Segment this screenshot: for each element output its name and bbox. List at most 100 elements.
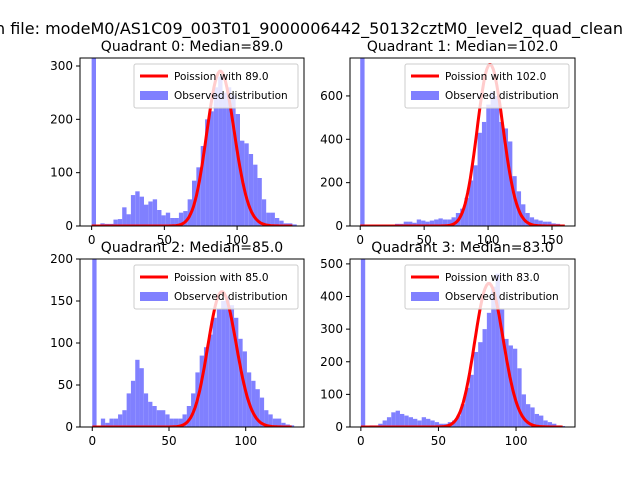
y-tick-label: 50 xyxy=(58,378,73,392)
plot-area xyxy=(91,58,297,226)
histogram-bar xyxy=(521,394,526,427)
histogram-bar xyxy=(186,406,192,427)
histogram-bar xyxy=(266,212,271,226)
histogram-bar xyxy=(165,414,170,427)
histogram-bar xyxy=(213,87,219,226)
histogram-bar xyxy=(490,91,495,226)
histogram-bar xyxy=(152,406,157,427)
histogram-bar xyxy=(447,219,452,226)
histogram-bar xyxy=(530,407,535,427)
histogram-bar xyxy=(135,359,140,427)
histogram-bar xyxy=(251,380,256,427)
y-tick-label: 600 xyxy=(320,89,343,103)
histogram-bar xyxy=(408,221,413,226)
histogram-bar xyxy=(382,420,387,427)
histogram-bar xyxy=(521,204,526,226)
y-tick-label: 400 xyxy=(320,132,343,146)
panel-quadrant-3: Quadrant 3: Median=83.0 0 50 100 0 100 200 300… xyxy=(320,240,576,448)
histogram-bar xyxy=(429,220,435,226)
histogram-bar xyxy=(218,76,223,226)
histogram-bar xyxy=(499,309,505,427)
legend-label-observed: Observed distribution xyxy=(445,90,559,102)
legend-label-observed: Observed distribution xyxy=(174,291,288,303)
histogram-bar xyxy=(92,259,97,427)
histogram-bar xyxy=(122,207,127,226)
histogram-bar xyxy=(292,224,297,226)
plot-area xyxy=(92,259,295,427)
histogram-bar xyxy=(403,221,409,226)
histogram-bar xyxy=(416,219,422,226)
histogram-bar xyxy=(547,422,553,427)
panel-quadrant-2: Quadrant 2: Median=85.0 0 50 100 0 50 100 150 2… xyxy=(50,240,305,448)
legend-label-poisson: Poission with 85.0 xyxy=(174,272,269,284)
histogram-bar xyxy=(495,273,500,427)
histogram-bar xyxy=(231,95,236,226)
histogram-bar xyxy=(539,415,544,427)
histogram-bar xyxy=(534,413,539,427)
histogram-bar xyxy=(157,210,162,226)
histogram-bar xyxy=(178,212,184,226)
y-tick-label: 200 xyxy=(320,355,343,369)
histogram-bar xyxy=(421,220,426,226)
histogram-bar xyxy=(126,214,131,226)
histogram-bar xyxy=(529,217,535,226)
legend: Poission with 89.0 Observed distribution xyxy=(133,63,299,109)
histogram-bar xyxy=(196,167,201,226)
histogram-bar xyxy=(105,422,110,427)
histogram-bar xyxy=(469,374,474,427)
y-tick-label: 100 xyxy=(320,387,343,401)
x-tick-label: 100 xyxy=(505,434,528,448)
histogram-bar xyxy=(542,221,548,226)
histogram-bar xyxy=(91,58,96,226)
legend: Poission with 85.0 Observed distribution xyxy=(133,264,299,310)
x-tick-label: 50 xyxy=(431,434,446,448)
histogram-bar xyxy=(360,58,365,226)
y-tick-label: 200 xyxy=(50,252,73,266)
histogram-bar xyxy=(281,422,286,427)
histogram-bar xyxy=(126,393,131,427)
histogram-bar xyxy=(259,397,265,427)
histogram-bar xyxy=(395,410,400,427)
histogram-bar xyxy=(408,417,413,427)
histogram-bar xyxy=(468,180,474,226)
histogram-bar xyxy=(272,418,277,427)
y-tick-label: 500 xyxy=(320,257,343,271)
histogram-bar xyxy=(270,212,275,226)
histogram-bar xyxy=(473,351,479,427)
histogram-bar xyxy=(261,199,267,226)
histogram-bar xyxy=(222,92,227,226)
histogram-bar xyxy=(169,418,174,427)
histogram-bar xyxy=(122,410,127,427)
histogram-bar xyxy=(386,417,392,427)
histogram-bar xyxy=(208,334,213,427)
x-tick-label: 100 xyxy=(234,434,257,448)
histogram-bar xyxy=(161,410,166,427)
histogram-bar xyxy=(152,199,158,226)
x-tick-label: 100 xyxy=(226,233,249,247)
histogram-bar xyxy=(378,423,383,427)
histogram-bar xyxy=(534,219,539,226)
histogram-bar xyxy=(268,414,273,427)
histogram-bar xyxy=(255,389,260,427)
histogram-bar xyxy=(499,121,504,226)
legend-box xyxy=(404,264,570,310)
histogram-bar xyxy=(130,195,136,226)
y-tick-label: 400 xyxy=(320,290,343,304)
legend-bar-swatch xyxy=(140,292,168,301)
histogram-bar xyxy=(478,342,483,427)
histogram-bar xyxy=(161,215,166,226)
histogram-bar xyxy=(547,221,552,226)
panel-title: Quadrant 1: Median=102.0 xyxy=(367,39,558,55)
histogram-bar xyxy=(279,220,284,226)
figure-suptitle: n file: modeM0/AS1C09_003T01_9000006442_… xyxy=(0,19,623,39)
histogram-bar xyxy=(543,420,548,427)
histogram-bar xyxy=(182,414,187,427)
histogram-bar xyxy=(113,418,119,427)
histogram-bar xyxy=(460,208,465,226)
histogram-bar xyxy=(426,418,431,427)
panel-quadrant-0: Quadrant 0: Median=89.0 0 50 100 0 100 200 300… xyxy=(50,39,305,247)
histogram-bar xyxy=(503,128,509,226)
y-tick-label: 0 xyxy=(335,219,343,233)
histogram-bar xyxy=(235,114,240,226)
